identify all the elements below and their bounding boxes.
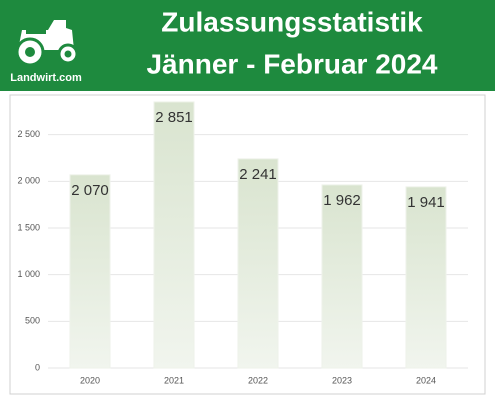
value-label: 2 851 bbox=[155, 109, 193, 126]
x-tick-label: 2020 bbox=[80, 375, 100, 385]
y-tick-label: 0 bbox=[35, 362, 40, 372]
chart-frame bbox=[9, 94, 486, 395]
logo-text: Landwirt.com bbox=[10, 72, 82, 84]
value-label: 2 070 bbox=[71, 182, 109, 199]
bar bbox=[405, 186, 447, 369]
y-tick-label: 1 500 bbox=[17, 222, 40, 232]
tractor-hub bbox=[25, 47, 35, 57]
chart-title: Jänner - Februar 2024 bbox=[146, 48, 437, 79]
y-tick-label: 2 000 bbox=[17, 176, 40, 186]
x-tick-label: 2024 bbox=[416, 375, 436, 385]
value-label: 1 941 bbox=[407, 194, 445, 211]
bar bbox=[69, 174, 111, 369]
y-tick-label: 500 bbox=[25, 316, 40, 326]
y-tick-label: 2 500 bbox=[17, 129, 40, 139]
x-tick-label: 2021 bbox=[164, 375, 184, 385]
header bbox=[0, 0, 495, 91]
tractor-hub bbox=[64, 50, 72, 58]
x-tick-label: 2022 bbox=[248, 375, 268, 385]
bar bbox=[153, 101, 195, 369]
y-tick-label: 1 000 bbox=[17, 269, 40, 279]
value-label: 1 962 bbox=[323, 192, 361, 209]
bar bbox=[321, 184, 363, 369]
tractor-window bbox=[26, 24, 46, 34]
logo[interactable]: Landwirt.com bbox=[10, 20, 82, 84]
bar bbox=[237, 158, 279, 369]
chart-title: Zulassungsstatistik bbox=[161, 6, 423, 37]
value-label: 2 241 bbox=[239, 166, 277, 183]
x-tick-label: 2023 bbox=[332, 375, 352, 385]
